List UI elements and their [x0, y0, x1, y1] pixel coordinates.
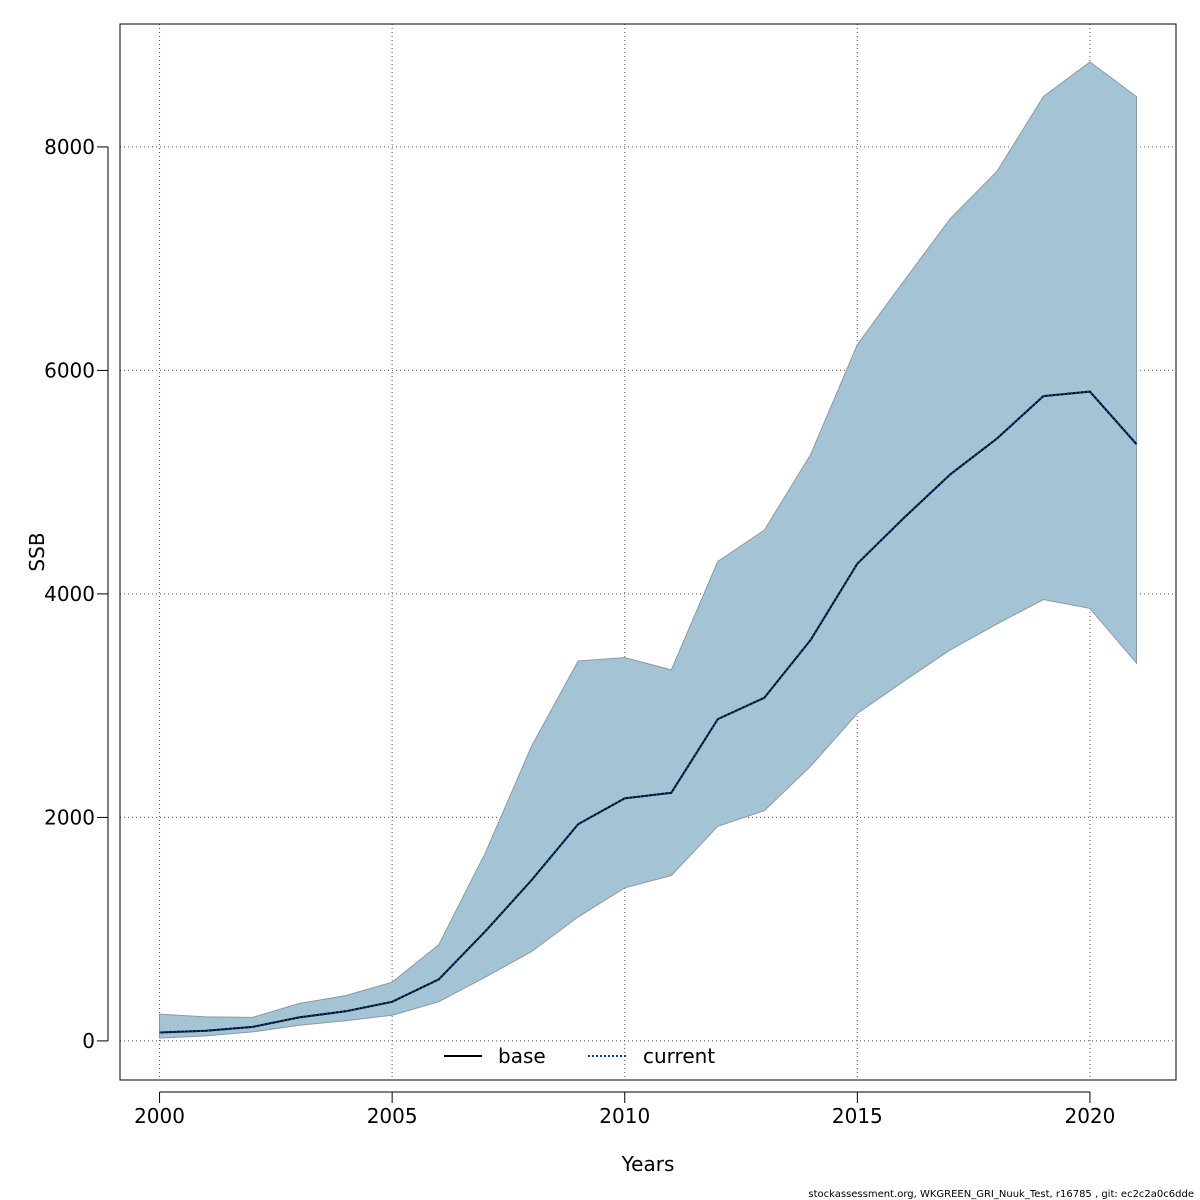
confidence-band: [159, 61, 1137, 1039]
legend: base current: [444, 1044, 715, 1068]
series-line-current: [159, 390, 1138, 1034]
y-tick-label-6000: 6000: [44, 358, 95, 382]
footer-note: stockassessment.org, WKGREEN_GRI_Nuuk_Te…: [808, 1189, 1194, 1200]
y-tick-label-4000: 4000: [44, 582, 95, 606]
x-axis-title: Years: [621, 1152, 675, 1176]
y-tick-label-2000: 2000: [44, 805, 95, 829]
plot-frame: [119, 23, 1177, 1081]
axes: 2000 2005 2010 2015 2020 0 2000 4000 6000 8000: [44, 135, 1115, 1128]
x-tick-label-2015: 2015: [832, 1104, 883, 1128]
x-tick-label-2010: 2010: [599, 1104, 650, 1128]
x-tick-label-2005: 2005: [367, 1104, 418, 1128]
x-tick-label-2000: 2000: [134, 1104, 185, 1128]
y-tick-label-8000: 8000: [44, 135, 95, 159]
y-tick-label-0: 0: [82, 1029, 95, 1053]
confidence-band-layer: [159, 61, 1137, 1039]
x-tick-label-2020: 2020: [1064, 1104, 1115, 1128]
y-axis-title: SSB: [25, 532, 49, 571]
legend-label-current: current: [643, 1044, 715, 1068]
series-lines: [159, 390, 1138, 1034]
legend-label-base: base: [498, 1044, 546, 1068]
